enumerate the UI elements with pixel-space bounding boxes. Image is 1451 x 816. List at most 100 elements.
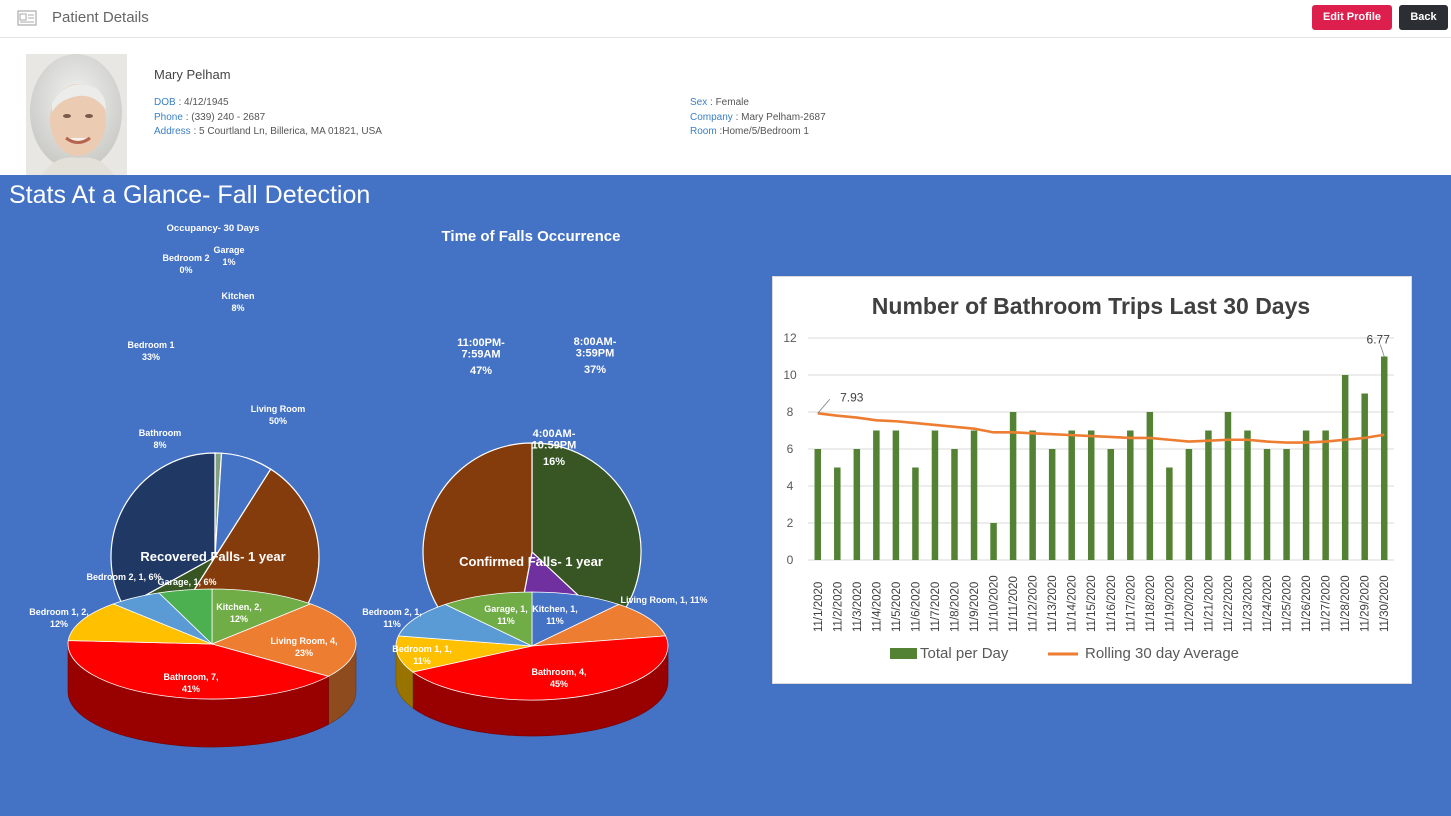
pie3d-slice-garage-1-6 [158,588,213,645]
field-address: Address : 5 Courtland Ln, Billerica, MA … [154,126,382,137]
field-label: Room [690,126,717,137]
bar [1146,412,1154,560]
bathroom-trips-chart: Number of Bathroom Trips Last 30 Days 0 2 4… [783,293,1394,662]
bar [1009,412,1017,560]
slice-label: Bathroom, 4, [531,667,586,677]
bar [912,467,919,560]
charts-layer: Occupancy- 30 Days Garage 1% Kitchen 8% Livin… [29,223,1394,748]
bar [892,430,900,560]
x-tick-label: 11/29/2020 [1360,575,1372,632]
edit-profile-button[interactable]: Edit Profile [1312,5,1392,30]
pie3d-slice-bathroom-4 [411,635,669,701]
field-separator: : [707,97,716,108]
x-tick-label: 11/15/2020 [1086,575,1098,632]
x-tick-label: 11/11/2020 [1008,576,1020,632]
annotation-leader [817,399,831,414]
bar [853,449,861,560]
slice-label: Living Room, 4, [270,636,337,646]
bar [1322,430,1329,560]
x-tick-label: 11/7/2020 [930,582,942,632]
y-tick-label: 2 [787,516,794,530]
field-label: Phone [154,111,183,123]
x-tick-label: 11/4/2020 [871,582,883,632]
x-tick-label: 11/5/2020 [891,582,903,632]
bar [1107,449,1115,560]
field-room: Room :Home/5/Bedroom 1 [690,126,809,137]
bar [1205,430,1212,560]
bar [1087,430,1095,560]
rolling-average-line [817,412,1385,444]
pie3d-slice-bathroom-7 [67,640,330,700]
chart-title: Number of Bathroom Trips Last 30 Days [872,293,1310,319]
pie3d-slice-bedroom-1-2 [67,603,213,645]
bar [1166,467,1173,560]
bar [1127,430,1134,560]
y-tick-label: 0 [787,553,794,567]
legend-label: Total per Day [920,645,1009,662]
field-phone: Phone : (339) 240 - 2687 [154,112,265,123]
bar [814,449,822,560]
x-tick-label: 11/25/2020 [1282,575,1294,632]
x-tick-label: 11/9/2020 [969,582,981,632]
back-button[interactable]: Back [1399,5,1448,30]
x-tick-label: 11/17/2020 [1125,575,1137,632]
x-tick-label: 11/26/2020 [1301,575,1313,632]
legend-swatch-bar [890,648,917,659]
slice-label: 8:00AM-3:59PM [574,336,617,360]
field-value: 5 Courtland Ln, Billerica, MA 01821, USA [199,126,382,137]
slice-label: Bedroom 2, 1, 6% [86,572,161,582]
x-tick-label: 11/3/2020 [852,582,864,632]
field-label: DOB [154,97,176,108]
annotation-leader [1379,344,1385,357]
bar [990,523,997,560]
slice-value: 41% [182,684,200,694]
y-tick-label: 6 [787,442,794,456]
field-label: Sex [690,97,708,108]
field-separator: : [716,126,723,137]
slice-value: 11% [383,619,401,629]
x-tick-label: 11/23/2020 [1243,575,1255,632]
field-value: (339) 240 - 2687 [191,111,266,123]
field-separator: : [732,111,742,123]
pie3d-slice-living-room-4 [210,603,357,677]
pie3d-recovered-falls-1-year: Recovered Falls- 1 year Kitchen, 2, 12% Liv… [29,549,357,748]
chart-title: Confirmed Falls- 1 year [459,554,603,569]
chart-title: Recovered Falls- 1 year [140,549,285,564]
slice-label: Kitchen [221,291,254,301]
bar [1244,430,1251,560]
slice-label: 4:00AM-10:59PM [532,428,577,452]
slice-label: Garage, 1, [484,604,528,614]
slice-value: 0% [179,265,192,275]
slice-label: Living Room [251,404,306,414]
bar [1048,449,1056,560]
slice-value: 11% [546,616,564,626]
slice-label: Bedroom 1 [127,340,174,350]
data-label: 7.93 [840,390,864,404]
slice-label: 11:00PM-7:59AM [457,337,505,361]
x-tick-label: 11/22/2020 [1223,575,1235,632]
slice-label: Bedroom 2 [162,253,209,263]
avatar [26,54,127,175]
bar [1185,449,1193,560]
field-value: 4/12/1945 [184,97,229,108]
slice-value: 33% [142,352,160,362]
slice-value: 47% [470,365,492,377]
x-tick-label: 11/13/2020 [1047,575,1059,632]
y-tick-label: 10 [783,368,797,382]
bar [873,430,880,560]
legend-label: Rolling 30 day Average [1085,645,1239,662]
pie3d-slice-garage-1 [444,591,533,647]
field-value: Mary Pelham-2687 [741,111,826,123]
x-tick-label: 11/16/2020 [1106,575,1118,632]
bar [1380,356,1388,560]
field-label: Address [154,126,191,137]
dashboard-panel: Stats At a Glance- Fall Detection Occupa… [0,175,1451,816]
top-bar: Patient Details Edit Profile Back [0,0,1451,38]
x-tick-label: 11/20/2020 [1184,575,1196,632]
x-tick-label: 11/12/2020 [1028,575,1040,632]
x-tick-label: 11/28/2020 [1340,575,1352,632]
bar [1263,449,1271,560]
x-tick-label: 11/14/2020 [1067,575,1079,632]
x-tick-label: 11/8/2020 [950,582,962,632]
y-tick-label: 12 [783,331,797,345]
